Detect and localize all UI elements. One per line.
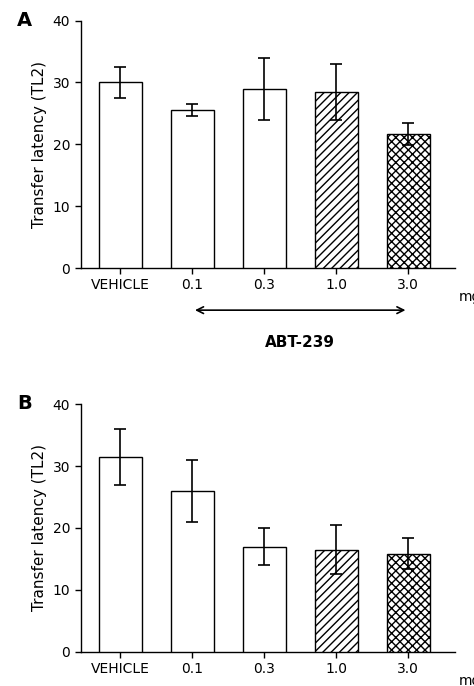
Text: ABT-239: ABT-239 xyxy=(265,335,335,350)
Bar xyxy=(243,88,286,268)
Text: mg/kg: mg/kg xyxy=(459,290,474,305)
Bar xyxy=(99,457,142,652)
Text: mg/kg: mg/kg xyxy=(459,674,474,686)
Text: A: A xyxy=(17,11,32,29)
Bar xyxy=(387,554,430,652)
Text: B: B xyxy=(17,394,32,413)
Bar xyxy=(387,134,430,268)
Bar xyxy=(315,549,358,652)
Bar xyxy=(243,547,286,652)
Bar xyxy=(171,490,214,652)
Bar xyxy=(99,82,142,268)
Bar xyxy=(315,92,358,268)
Y-axis label: Transfer latency (TL2): Transfer latency (TL2) xyxy=(32,61,47,228)
Y-axis label: Transfer latency (TL2): Transfer latency (TL2) xyxy=(32,445,47,611)
Bar xyxy=(171,110,214,268)
